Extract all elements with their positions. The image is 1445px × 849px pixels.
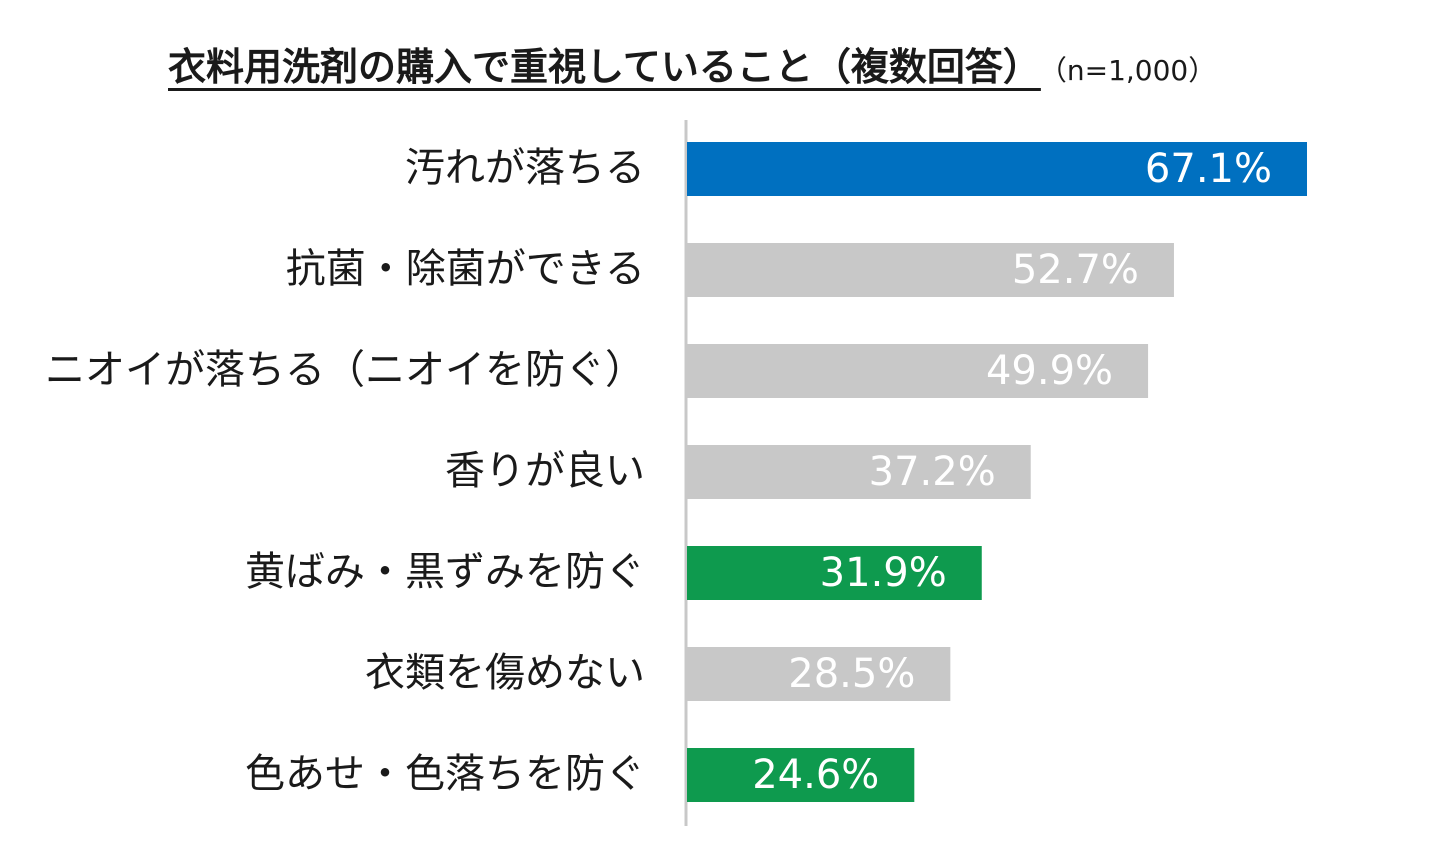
bar [687, 142, 1308, 196]
bar [687, 748, 915, 802]
chart-title: 衣料用洗剤の購入で重視していること（複数回答） [168, 45, 1041, 89]
category-label: 衣類を傷めない [365, 650, 645, 696]
bar [687, 243, 1174, 297]
value-label: 49.9% [986, 348, 1113, 394]
category-label: ニオイが落ちる（ニオイを防ぐ） [45, 347, 645, 393]
category-label: 抗菌・除菌ができる [286, 246, 645, 292]
chart-title-block: 衣料用洗剤の購入で重視していること（複数回答） （n=1,000） [168, 36, 1216, 91]
category-label: 香りが良い [445, 448, 645, 494]
bar [687, 647, 951, 701]
value-label: 67.1% [1145, 146, 1272, 192]
value-label: 28.5% [788, 651, 915, 697]
category-label: 黄ばみ・黒ずみを防ぐ [245, 549, 645, 595]
chart-subtitle: （n=1,000） [1052, 54, 1217, 87]
value-label: 31.9% [820, 550, 947, 596]
bar [687, 546, 982, 600]
bar [687, 344, 1149, 398]
value-label: 52.7% [1012, 247, 1139, 293]
category-label: 色あせ・色落ちを防ぐ [245, 751, 645, 797]
value-label: 37.2% [869, 449, 996, 495]
bar [687, 445, 1031, 499]
value-label: 24.6% [752, 752, 879, 798]
category-label: 汚れが落ちる [405, 145, 645, 191]
